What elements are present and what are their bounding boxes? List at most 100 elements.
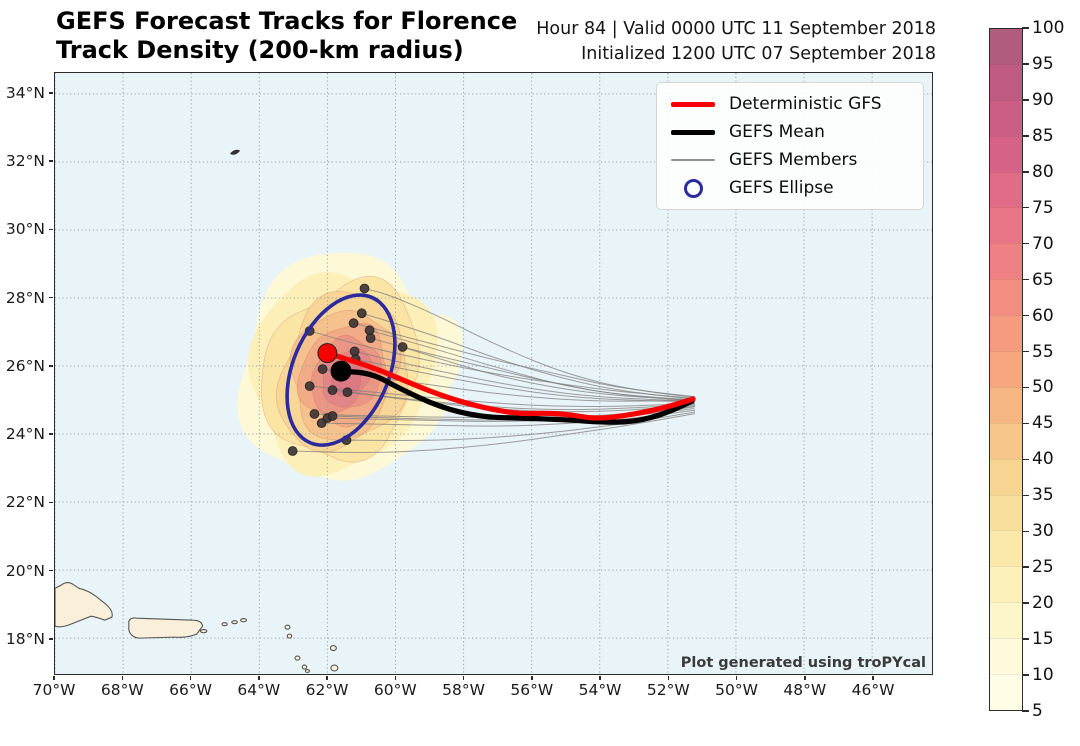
y-tick-mark [49,160,53,162]
legend-item-0: Deterministic GFS [670,90,923,118]
gefs-member-track [353,322,696,398]
y-tick-mark [49,433,53,435]
colorbar-tick-mark [1022,99,1029,101]
colorbar-segment [990,315,1022,352]
colorbar-tick-mark [1022,638,1029,640]
gefs-member-track [292,413,696,454]
island-landmass [294,655,301,661]
legend-label: GEFS Ellipse [729,178,834,198]
line-swatch-icon [670,129,716,135]
x-tick-label: 66°W [169,681,212,699]
colorbar-segment [990,207,1022,244]
gefs-member-track [322,368,696,402]
gefs-member-track [361,312,695,400]
y-tick-label: 32°N [5,152,45,171]
x-tick-mark [531,676,533,680]
island-bermuda [229,149,241,155]
colorbar-tick-mark [1022,27,1029,29]
colorbar-tick-mark [1022,422,1029,425]
legend-item-1: GEFS Mean [670,118,923,146]
island-landmass [286,633,293,639]
watermark-credit: Plot generated using troPYcal [680,655,926,671]
y-tick-label: 18°N [5,629,45,648]
gefs-member-endpoint-dot [397,342,408,352]
figure-title: GEFS Forecast Tracks for Florence Track … [56,7,517,65]
gefs-member-endpoint-dot [287,446,298,456]
x-tick-label: 64°W [237,681,281,699]
colorbar-segment [990,135,1022,172]
legend-label: GEFS Mean [729,122,825,142]
colorbar-tick-label: 30 [1032,521,1054,542]
island-landmass [329,645,337,652]
island-landmass [231,620,238,625]
colorbar-segment [990,279,1022,316]
deterministic-gfs-track [324,350,696,421]
gefs-mean-track [338,368,695,425]
colorbar-tick-mark [1022,710,1029,712]
colorbar-tick-mark [1022,206,1029,209]
island-landmass [55,582,113,628]
x-tick-mark [462,676,465,680]
gefs-member-track [370,337,694,402]
gefs-member-track [402,346,696,401]
x-tick-label: 50°W [715,681,758,699]
island-landmass [284,624,291,630]
colorbar-segment [990,171,1022,208]
y-tick-label: 26°N [5,356,45,375]
legend-item-3: GEFS Ellipse [670,174,923,202]
y-tick-mark [49,296,53,299]
figure-title-line1: GEFS Forecast Tracks for Florence [56,7,518,35]
line-swatch-icon [670,101,716,107]
figure-subtitle-line1: Hour 84 | Valid 0000 UTC 11 September 20… [536,19,936,39]
y-tick-mark [49,365,53,367]
colorbar-tick-mark [1022,458,1029,461]
colorbar-tick-label: 75 [1032,197,1054,218]
x-tick-mark [189,676,192,680]
gefs-member-endpoint-dot [365,333,376,344]
colorbar-tick-mark [1022,350,1029,353]
gefs-member-track [364,288,696,398]
colorbar-tick-mark [1022,602,1029,604]
gefs-member-endpoint-dot [316,418,327,429]
y-tick-label: 34°N [5,83,45,102]
colorbar-tick-label: 85 [1032,125,1054,146]
x-tick-mark [326,676,328,680]
y-tick-label: 22°N [5,493,45,512]
x-tick-label: 46°W [851,681,895,699]
colorbar-tick-label: 35 [1032,485,1054,506]
deterministic-gfs-position-dot [317,343,338,364]
colorbar-tick-label: 65 [1032,269,1054,290]
gefs-member-track [355,358,696,403]
colorbar-tick-label: 90 [1032,89,1054,110]
y-tick-label: 20°N [5,561,45,580]
colorbar-tick-mark [1022,242,1029,245]
gefs-member-endpoint-dot [309,409,320,419]
x-tick-label: 56°W [510,681,554,699]
colorbar-segment [990,494,1022,531]
x-tick-mark [804,676,806,680]
colorbar-tick-label: 55 [1032,341,1054,362]
colorbar-tick-label: 100 [1032,18,1065,38]
colorbar-segment [990,566,1022,603]
colorbar-segment [990,63,1022,100]
colorbar-tick-label: 80 [1032,161,1054,182]
island-landmass [240,618,248,623]
colorbar-tick-label: 60 [1032,305,1054,326]
colorbar-segment [990,99,1022,136]
colorbar-segment [990,602,1022,639]
colorbar-tick-label: 15 [1032,629,1054,650]
y-tick-mark [49,501,53,504]
y-tick-label: 30°N [5,220,45,239]
colorbar-tick-label: 95 [1032,53,1054,74]
island-landmass [304,668,310,674]
x-tick-mark [121,676,123,680]
x-tick-label: 58°W [442,681,485,699]
line-swatch-icon [670,159,716,161]
colorbar-tick-label: 5 [1032,701,1043,721]
gefs-member-endpoint-dot [342,387,353,398]
colorbar-segment [990,386,1022,423]
x-tick-label: 48°W [783,681,827,699]
island-landmass [301,664,308,670]
x-tick-label: 68°W [100,681,144,699]
